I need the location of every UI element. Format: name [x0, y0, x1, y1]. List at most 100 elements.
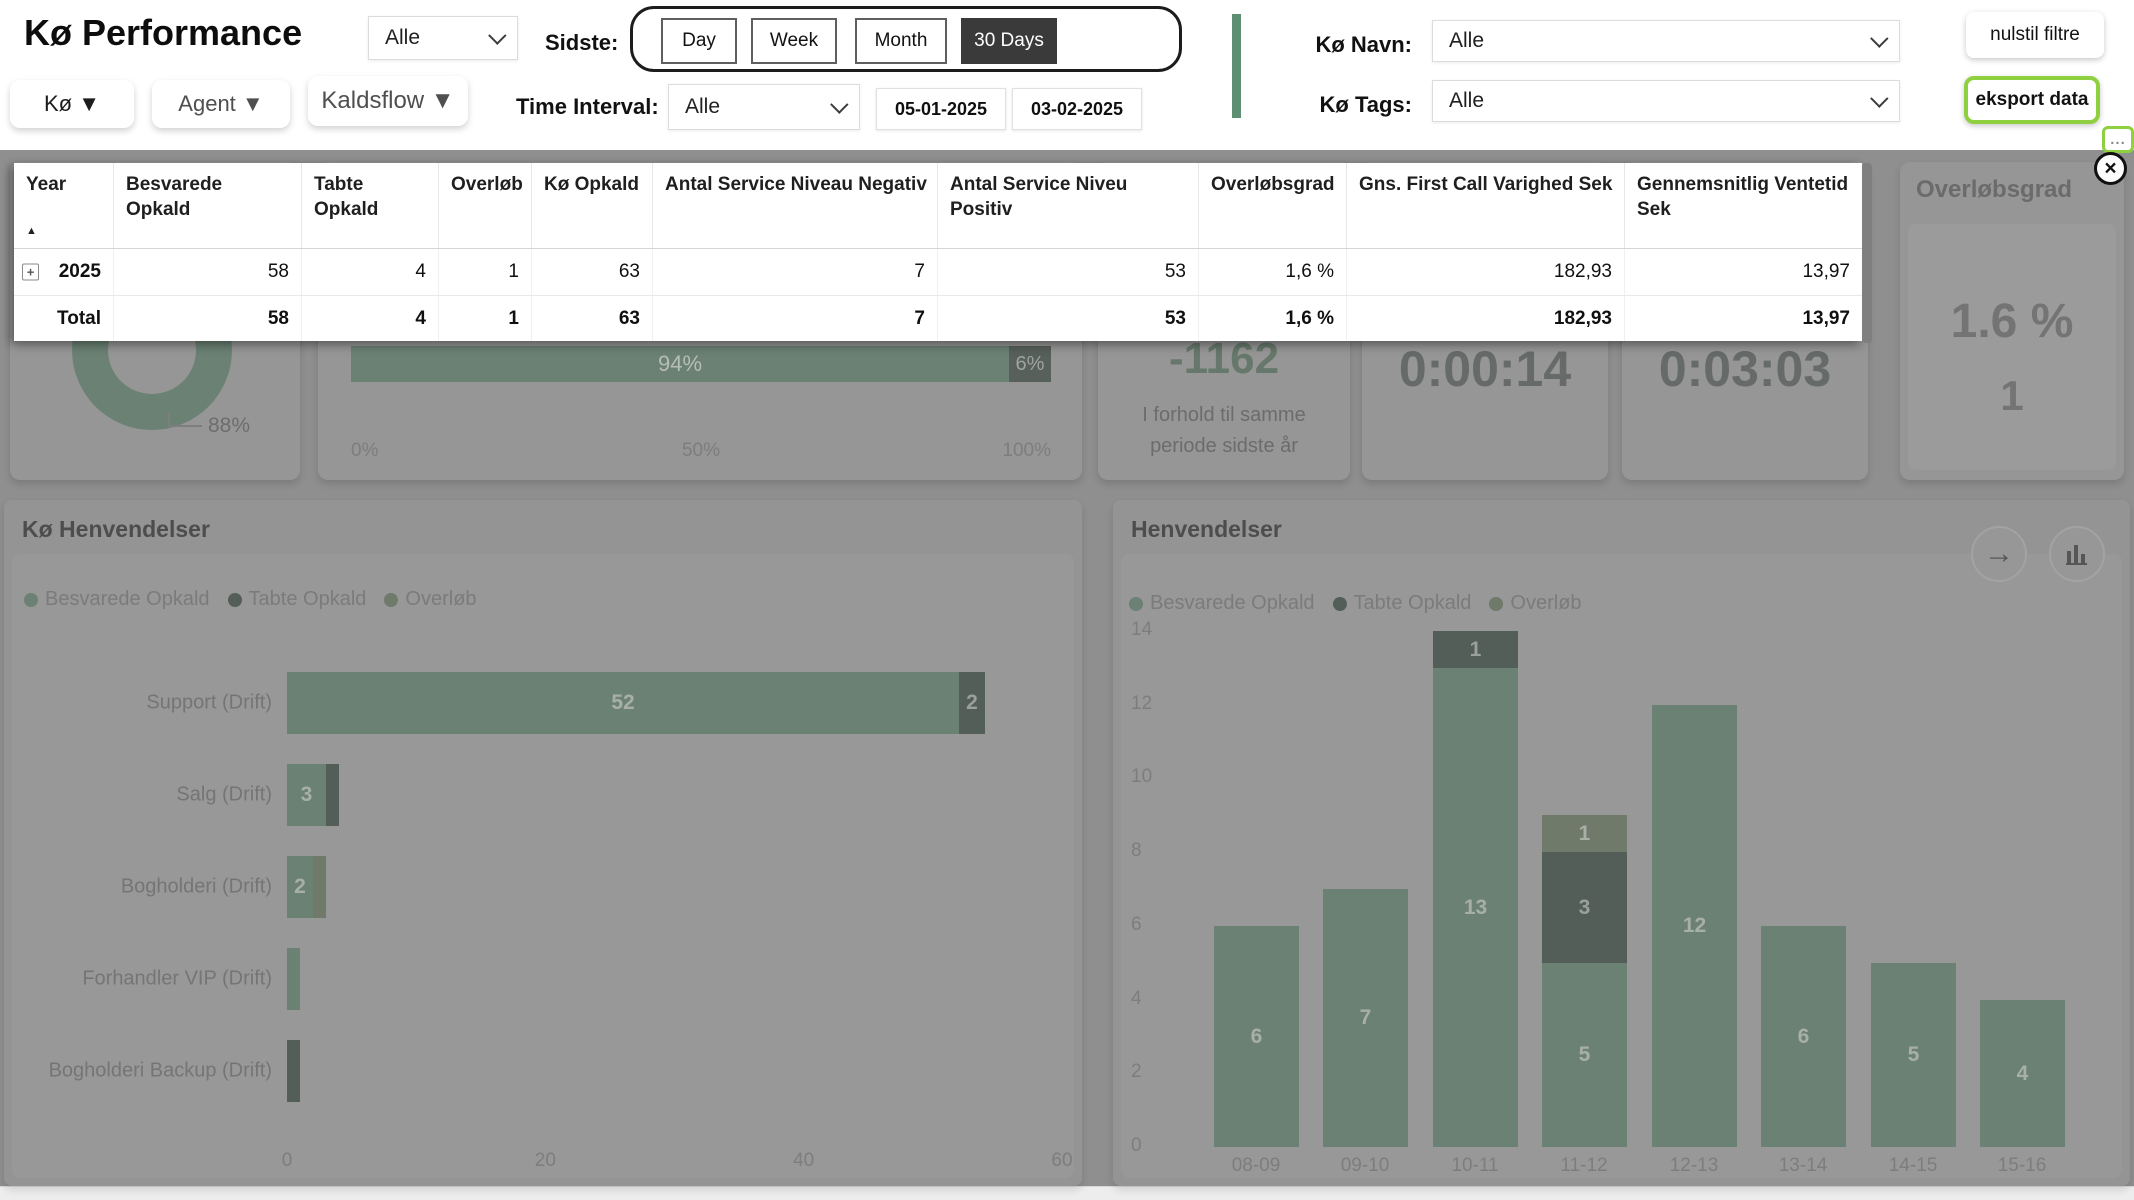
bar-segment[interactable]: 52: [287, 672, 959, 734]
bar-segment[interactable]: 1: [1542, 815, 1627, 852]
bar-value-label: 5: [1578, 1043, 1591, 1066]
expand-icon[interactable]: +: [22, 263, 39, 281]
view-dropdown[interactable]: Alle: [368, 16, 518, 60]
table-cell: 1: [439, 296, 532, 341]
sort-ascending-icon[interactable]: ▲: [26, 224, 37, 237]
column-header: Antal Service Niveu Positiv: [938, 163, 1199, 248]
vbar-stack[interactable]: 6: [1761, 926, 1846, 1147]
date-to-field[interactable]: 03-02-2025: [1012, 88, 1142, 130]
y-axis-tick: 14: [1131, 619, 1153, 640]
vbar-stack[interactable]: 13 1: [1433, 631, 1518, 1147]
bar-value-label: 52: [611, 691, 635, 714]
overlobsgrad-inner-panel: 1.6 % 1: [1908, 224, 2116, 470]
bar-value-label: 1: [1469, 637, 1482, 661]
lost-segment[interactable]: 6%: [1009, 346, 1051, 382]
donut-callout-line: [168, 425, 202, 427]
ko-navn-value: Alle: [1449, 29, 1485, 52]
period-button-week[interactable]: Week: [751, 18, 837, 64]
vbar-stack[interactable]: 5: [1871, 963, 1956, 1147]
legend-dot-icon: [1129, 596, 1143, 611]
bar-segment[interactable]: 2: [287, 856, 313, 918]
ko-tags-dropdown[interactable]: Alle: [1432, 80, 1900, 122]
vbar-stack[interactable]: 4: [1980, 1000, 2065, 1147]
bar-segment[interactable]: 5: [1542, 963, 1627, 1147]
bar-segment[interactable]: 3: [287, 764, 326, 826]
bar-segment[interactable]: 12: [1652, 705, 1737, 1147]
bar-segment[interactable]: 5: [1871, 963, 1956, 1147]
column-header: Kø Opkald: [532, 163, 653, 248]
y-axis-tick: 6: [1131, 913, 1142, 935]
table-row[interactable]: Total 58 4 1 63 7 53 1,6 % 182,93 13,97: [14, 295, 1862, 341]
table-row[interactable]: 2025 +58 4 1 63 7 53 1,6 % 182,93 13,97: [14, 249, 1862, 295]
date-from-field[interactable]: 05-01-2025: [876, 88, 1006, 130]
bar-segment[interactable]: 2: [959, 672, 985, 734]
vbar-stack[interactable]: 5 3 1: [1542, 815, 1627, 1147]
answered-segment[interactable]: 94%: [351, 346, 1009, 382]
avg-wait-time-value: 0:03:03: [1658, 341, 1832, 397]
table-header-row: Year ▲ Besvarede Opkald Tabte Opkald Overløb…: [14, 163, 1862, 249]
time-interval-dropdown[interactable]: Alle: [668, 84, 860, 130]
period-button-day[interactable]: Day: [661, 18, 737, 64]
legend-item[interactable]: Overløb: [384, 588, 477, 611]
table-cell: 7: [653, 249, 938, 295]
legend-dot-icon: [1489, 596, 1504, 611]
x-axis-label: 10-11: [1451, 1155, 1499, 1176]
table-scrollbar[interactable]: [1862, 163, 1872, 343]
bar-value-label: 3: [1578, 895, 1591, 919]
vbar-stack[interactable]: 12: [1652, 705, 1737, 1147]
bar-segment[interactable]: 6: [1214, 926, 1299, 1147]
legend-item[interactable]: Besvarede Opkald: [1129, 592, 1315, 615]
bar-segment[interactable]: 3: [1542, 852, 1627, 963]
agent-filter-pill[interactable]: Agent ▼: [152, 80, 290, 128]
kaldsflow-filter-pill[interactable]: Kaldsflow ▼: [308, 76, 468, 126]
period-button-month[interactable]: Month: [855, 18, 947, 64]
x-axis-tick: 60: [1051, 1150, 1073, 1171]
y-axis-tick: 12: [1131, 692, 1153, 714]
arrow-right-icon: →: [1984, 537, 2014, 570]
legend-item[interactable]: Tabte Opkald: [227, 588, 366, 611]
ko-filter-pill[interactable]: Kø ▼: [10, 80, 134, 128]
bar-segment[interactable]: [287, 948, 300, 1010]
filter-bar: Kø Performance Alle Sidste: Day Week Month…: [0, 0, 2134, 150]
service-level-bar[interactable]: 94% 6%: [351, 346, 1051, 382]
vbar-stack[interactable]: 7: [1323, 889, 1408, 1147]
legend-item[interactable]: Tabte Opkald: [1332, 592, 1471, 615]
ko-navn-dropdown[interactable]: Alle: [1432, 20, 1900, 62]
vbar-stack[interactable]: 6: [1214, 926, 1299, 1147]
drill-arrow-button[interactable]: →: [1971, 526, 2027, 582]
reset-filters-button[interactable]: nulstil filtre: [1966, 12, 2104, 58]
bar-segment[interactable]: 1: [1433, 631, 1518, 668]
legend-item[interactable]: Besvarede Opkald: [24, 588, 210, 611]
bar-segment[interactable]: [313, 856, 326, 918]
chart-type-button[interactable]: [2049, 526, 2105, 582]
export-data-button[interactable]: eksport data: [1964, 76, 2100, 124]
donut-value-label: 88%: [208, 414, 251, 437]
henvendelser-panel: Henvendelser → Besvarede Opkald Tabte Opk…: [1113, 500, 2130, 1186]
bar-chart-icon: [2066, 545, 2087, 565]
queue-performance-table: Year ▲ Besvarede Opkald Tabte Opkald Overløb…: [14, 163, 1862, 341]
table-cell: 13,97: [1802, 307, 1850, 329]
hbar-stack: [287, 1040, 300, 1102]
bar-value-label: 1: [1578, 821, 1591, 845]
bar-segment[interactable]: 13: [1433, 668, 1518, 1147]
period-button-30-days[interactable]: 30 Days: [961, 18, 1057, 64]
delta-caption-line2: periode sidste år: [1150, 435, 1298, 457]
avg-answer-time-value: 0:00:14: [1398, 341, 1572, 397]
year-cell: Total: [14, 296, 114, 341]
bar-segment[interactable]: 4: [1980, 1000, 2065, 1147]
bottom-scroll-strip[interactable]: [0, 1186, 2134, 1200]
overlobsgrad-value: 1.6 %: [1950, 295, 2074, 348]
chevron-down-icon: [1870, 28, 1889, 48]
column-header: Gns. First Call Varighed Sek: [1347, 163, 1625, 248]
left-chart-legend: Besvarede Opkald Tabte Opkald Overløb: [24, 588, 477, 611]
bar-segment[interactable]: 7: [1323, 889, 1408, 1147]
bar-segment[interactable]: 6: [1761, 926, 1846, 1147]
period-button-group: Day Week Month 30 Days: [630, 6, 1182, 72]
close-focus-button[interactable]: ×: [2094, 152, 2127, 185]
bar-segment[interactable]: [287, 1040, 300, 1102]
view-dropdown-value: Alle: [385, 26, 421, 49]
legend-dot-icon: [384, 592, 399, 607]
more-options-button[interactable]: ...: [2102, 126, 2134, 153]
bar-segment[interactable]: [326, 764, 339, 826]
legend-item[interactable]: Overløb: [1489, 592, 1582, 615]
